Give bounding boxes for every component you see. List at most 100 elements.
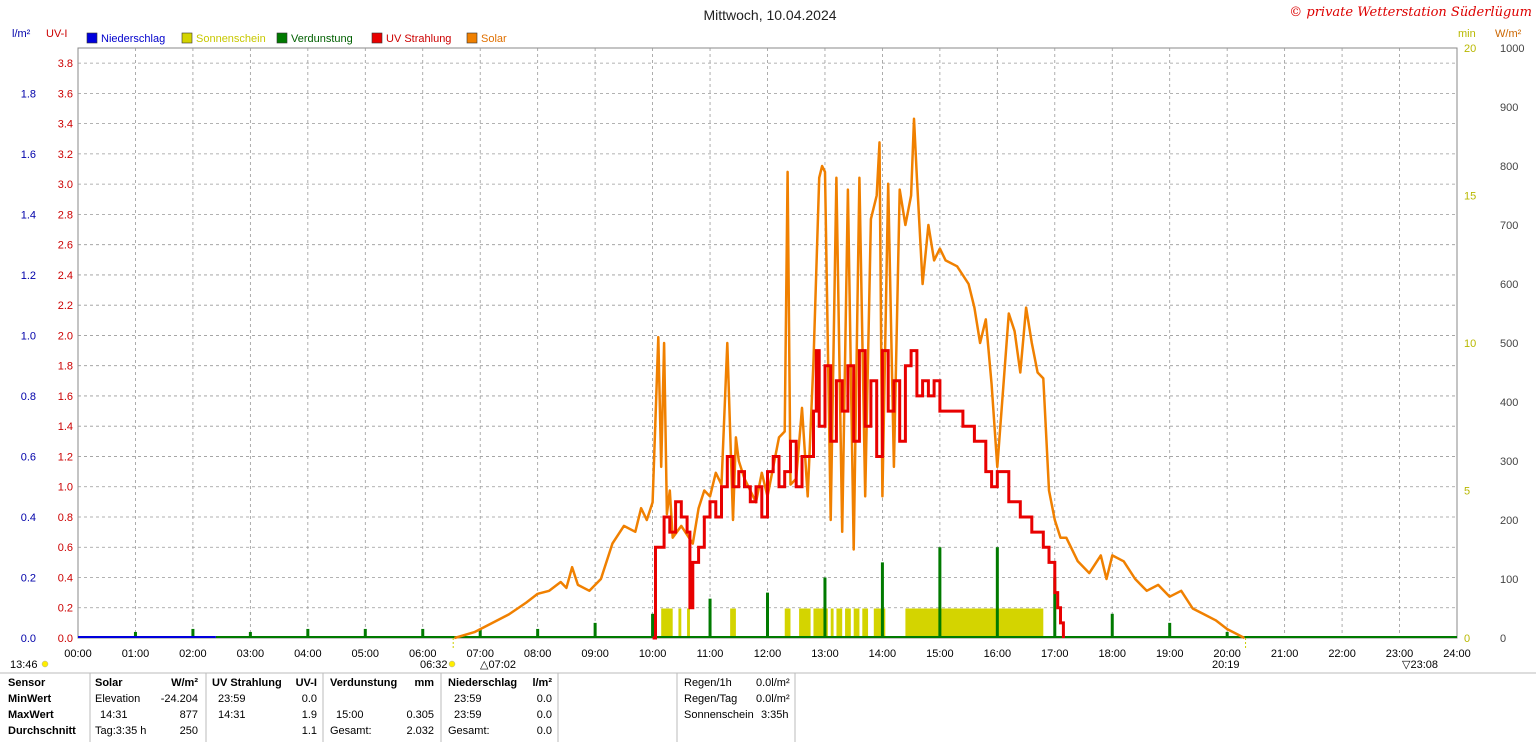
precip-tick-label: 0.4 <box>21 512 36 524</box>
stats-cell: -24.204 <box>161 693 198 705</box>
chart-title: Mittwoch, 10.04.2024 <box>703 7 836 23</box>
precip-tick-label: 1.2 <box>21 270 36 282</box>
solar-tick-label: 900 <box>1500 102 1518 114</box>
uv-tick-label: 3.2 <box>58 149 73 161</box>
legend-swatch <box>276 32 288 44</box>
x-tick-label: 14:00 <box>869 648 897 660</box>
stats-cell: Gesamt: <box>330 725 372 737</box>
precip-tick-label: 1.0 <box>21 330 36 342</box>
stats-row-label: MinWert <box>8 693 52 705</box>
x-tick-label: 11:00 <box>697 648 724 660</box>
x-tick-label: 16:00 <box>984 648 1012 660</box>
x-tick-label: 15:00 <box>926 648 954 660</box>
x-tick-label: 19:00 <box>1156 648 1184 660</box>
legend-swatch <box>466 32 478 44</box>
stats-header-evap: Verdunstung <box>330 677 397 689</box>
stats-cell: 15:00 <box>336 709 364 721</box>
solar-tick-label: 700 <box>1500 220 1518 232</box>
uv-tick-label: 0.0 <box>58 633 73 645</box>
x-tick-label: 06:00 <box>409 648 437 660</box>
stats-cell: 250 <box>180 725 198 737</box>
summary-label: Sonnenschein <box>684 709 754 721</box>
uv-tick-label: 1.0 <box>58 482 73 494</box>
stats-cell: Gesamt: <box>448 725 490 737</box>
stats-cell: 14:31 <box>100 709 128 721</box>
stats-cell: 23:59 <box>218 693 246 705</box>
stats-row-label: MaxWert <box>8 709 54 721</box>
grid <box>77 47 1458 639</box>
precip-tick-label: 1.6 <box>21 149 36 161</box>
uv-tick-label: 2.6 <box>58 240 73 252</box>
solar-series <box>454 117 1245 640</box>
uv-tick-label: 1.4 <box>58 421 73 433</box>
solar-tick-label: 300 <box>1500 456 1518 468</box>
sunshine-bar <box>862 608 869 638</box>
x-tick-label: 21:00 <box>1271 648 1299 660</box>
stats-row-label: Durchschnitt <box>8 725 76 737</box>
x-tick-label: 03:00 <box>237 648 265 660</box>
stats-header-uv: UV Strahlung <box>212 677 282 689</box>
stats-cell: 1.1 <box>302 725 317 737</box>
stats-cell: 0.305 <box>406 709 434 721</box>
summary-label: Regen/Tag <box>684 693 737 705</box>
x-tick-label: 05:00 <box>352 648 380 660</box>
sunshine-bar <box>799 608 811 638</box>
x-tick-label: 22:00 <box>1328 648 1356 660</box>
stats-header-precip-unit: l/m² <box>532 677 552 689</box>
uv-tick-label: 0.8 <box>58 512 73 524</box>
sunrise-label: △07:02 <box>480 659 516 671</box>
uv-tick-label: 2.4 <box>58 270 73 282</box>
stats-cell: 23:59 <box>454 709 482 721</box>
solar-tick-label: 600 <box>1500 279 1518 291</box>
stats-header-precip: Niederschlag <box>448 677 517 689</box>
sunshine-bar <box>784 608 791 638</box>
uv-tick-label: 0.6 <box>58 542 73 554</box>
sunshine-axis-unit: min <box>1458 28 1476 40</box>
solar-tick-label: 500 <box>1500 338 1518 350</box>
precip-tick-label: 0.8 <box>21 391 36 403</box>
stats-cell: 2.032 <box>406 725 434 737</box>
uv-tick-label: 0.4 <box>58 572 73 584</box>
summary-value: 0.0l/m² <box>756 693 790 705</box>
sunset-label: 20:19 <box>1212 659 1240 671</box>
civil-dawn-label: 06:32 <box>420 659 448 671</box>
sunshine-tick-label: 0 <box>1464 633 1470 645</box>
stats-cell: Elevation <box>95 693 140 705</box>
x-tick-label: 12:00 <box>754 648 782 660</box>
uv-tick-label: 2.2 <box>58 300 73 312</box>
x-tick-label: 23:00 <box>1386 648 1414 660</box>
solar-line <box>454 117 1245 640</box>
copyright-text: © private Wetterstation Süderlügum <box>1289 5 1532 20</box>
legend-swatch <box>371 32 383 44</box>
legend-swatch <box>181 32 193 44</box>
legend-label: Sonnenschein <box>196 33 266 45</box>
legend-label: Verdunstung <box>291 33 353 45</box>
uv-series <box>652 349 1065 640</box>
uv-line <box>652 349 1065 640</box>
stats-cell: 0.0 <box>537 709 552 721</box>
sunshine-bar <box>661 608 673 638</box>
uv-tick-label: 3.8 <box>58 58 73 70</box>
uv-tick-label: 2.8 <box>58 209 73 221</box>
uv-tick-label: 2.0 <box>58 330 73 342</box>
sun-icon <box>41 660 49 668</box>
time-markers: 13:46 06:32 △07:02 20:19 ▽23:08 <box>10 638 1438 671</box>
stats-cell: 23:59 <box>454 693 482 705</box>
legend-label: Solar <box>481 33 507 45</box>
evaporation-series <box>78 547 1457 638</box>
x-tick-label: 07:00 <box>466 648 494 660</box>
sunshine-tick-label: 10 <box>1464 338 1476 350</box>
stats-cell: 877 <box>180 709 198 721</box>
uv-tick-label: 1.8 <box>58 361 73 373</box>
sunshine-series <box>661 608 1044 638</box>
legend: Niederschlag Sonnenschein Verdunstung UV St… <box>86 32 507 45</box>
sunshine-bar <box>678 608 682 638</box>
summary-value: 3:35h <box>761 709 789 721</box>
stats-cell: 0.0 <box>302 693 317 705</box>
uv-tick-label: 1.2 <box>58 451 73 463</box>
stats-header-sensor: Sensor <box>8 677 46 689</box>
solar-tick-label: 1000 <box>1500 43 1524 55</box>
x-tick-label: 01:00 <box>122 648 150 660</box>
x-axis-ticks: 00:00 01:00 02:00 03:00 04:00 05:00 06:00 07:00… <box>64 648 1471 660</box>
stats-cell: 0.0 <box>537 693 552 705</box>
